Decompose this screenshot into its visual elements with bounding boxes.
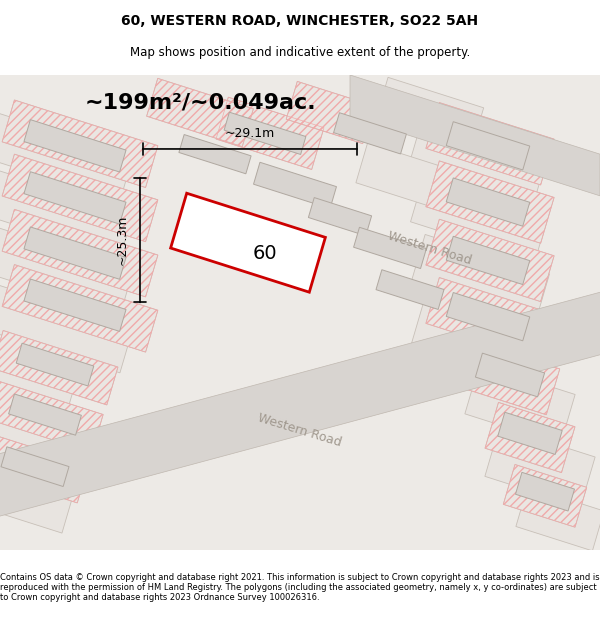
Polygon shape <box>475 353 545 397</box>
Polygon shape <box>426 102 554 185</box>
Polygon shape <box>8 394 82 435</box>
Polygon shape <box>516 487 600 551</box>
Polygon shape <box>146 78 253 147</box>
Polygon shape <box>254 162 337 209</box>
Text: ~199m²/~0.049ac.: ~199m²/~0.049ac. <box>84 92 316 112</box>
Polygon shape <box>498 412 562 454</box>
Polygon shape <box>426 219 554 302</box>
Polygon shape <box>0 164 133 258</box>
Text: Western Road: Western Road <box>386 229 473 267</box>
Text: Contains OS data © Crown copyright and database right 2021. This information is : Contains OS data © Crown copyright and d… <box>0 572 600 602</box>
Polygon shape <box>16 343 94 386</box>
Polygon shape <box>24 172 126 224</box>
Polygon shape <box>0 289 600 519</box>
Text: ~25.3m: ~25.3m <box>115 215 128 265</box>
Polygon shape <box>0 434 88 503</box>
Polygon shape <box>0 411 74 481</box>
Text: ~29.1m: ~29.1m <box>225 127 275 140</box>
Polygon shape <box>2 154 158 242</box>
Polygon shape <box>410 109 550 199</box>
Polygon shape <box>0 331 118 405</box>
Polygon shape <box>0 222 133 316</box>
Polygon shape <box>485 402 575 472</box>
Polygon shape <box>410 172 550 261</box>
Polygon shape <box>460 341 560 415</box>
Polygon shape <box>2 209 158 297</box>
Polygon shape <box>24 119 126 172</box>
Polygon shape <box>1 447 69 486</box>
Text: Map shows position and indicative extent of the property.: Map shows position and indicative extent… <box>130 46 470 59</box>
Polygon shape <box>286 81 374 144</box>
Polygon shape <box>446 122 530 170</box>
Polygon shape <box>376 78 484 148</box>
Polygon shape <box>503 464 587 527</box>
Polygon shape <box>356 143 444 207</box>
Polygon shape <box>446 292 530 341</box>
Polygon shape <box>465 364 575 444</box>
Polygon shape <box>308 198 371 236</box>
Text: Western Road: Western Road <box>257 411 343 449</box>
Polygon shape <box>446 236 530 284</box>
Polygon shape <box>515 472 575 511</box>
Polygon shape <box>179 134 251 174</box>
Polygon shape <box>426 278 554 360</box>
Polygon shape <box>224 112 306 154</box>
Polygon shape <box>216 97 324 169</box>
Polygon shape <box>2 264 158 352</box>
Polygon shape <box>0 462 74 533</box>
Polygon shape <box>0 279 133 373</box>
Polygon shape <box>0 381 103 452</box>
Polygon shape <box>376 270 444 309</box>
Polygon shape <box>24 227 126 279</box>
Text: 60: 60 <box>253 244 277 262</box>
Polygon shape <box>170 193 325 292</box>
Polygon shape <box>0 359 74 429</box>
Polygon shape <box>334 112 406 154</box>
Polygon shape <box>0 107 133 201</box>
Polygon shape <box>24 279 126 331</box>
Polygon shape <box>485 426 595 507</box>
Polygon shape <box>410 234 550 324</box>
Polygon shape <box>410 297 550 386</box>
Polygon shape <box>2 100 158 188</box>
Polygon shape <box>426 161 554 243</box>
Polygon shape <box>446 178 530 226</box>
Polygon shape <box>353 228 427 269</box>
Text: 60, WESTERN ROAD, WINCHESTER, SO22 5AH: 60, WESTERN ROAD, WINCHESTER, SO22 5AH <box>121 14 479 28</box>
Polygon shape <box>350 75 600 196</box>
